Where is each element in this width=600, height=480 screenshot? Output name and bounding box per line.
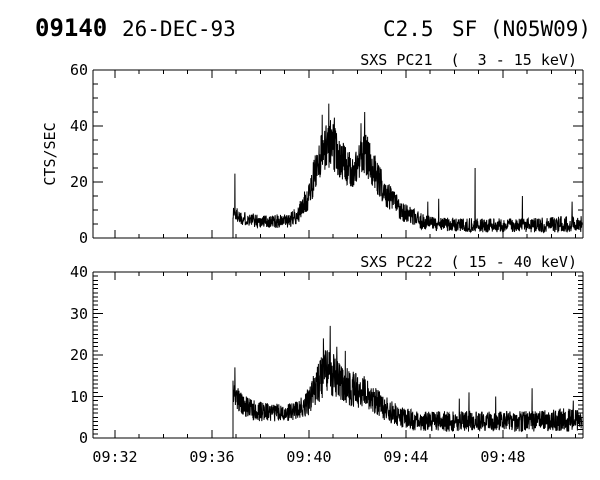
y-tick-label: 0 bbox=[78, 229, 88, 247]
y-tick-label: 20 bbox=[69, 173, 88, 191]
event-number: 09140 bbox=[35, 14, 108, 42]
x-tick-label: 09:36 bbox=[189, 448, 235, 466]
lightcurve-1 bbox=[232, 103, 583, 238]
y-tick-label: 10 bbox=[69, 388, 88, 406]
x-tick-label: 09:40 bbox=[286, 448, 332, 466]
panel2-title: SXS PC22 ( 15 - 40 keV) bbox=[360, 253, 577, 271]
panel1-title: SXS PC21 ( 3 - 15 keV) bbox=[360, 51, 577, 69]
y-tick-label: 20 bbox=[69, 346, 88, 364]
x-tick-label: 09:48 bbox=[480, 448, 526, 466]
lightcurve-2 bbox=[232, 325, 583, 438]
flare-type-location: SF (N05W09) bbox=[452, 17, 592, 41]
y-tick-label: 60 bbox=[69, 61, 88, 79]
y-tick-label: 0 bbox=[78, 429, 88, 447]
x-tick-label: 09:44 bbox=[383, 448, 429, 466]
goes-class: C2.5 bbox=[383, 17, 434, 41]
y-tick-label: 30 bbox=[69, 305, 88, 323]
y-tick-label: 40 bbox=[69, 263, 88, 281]
y-tick-label: 40 bbox=[69, 117, 88, 135]
event-date: 26-DEC-93 bbox=[122, 17, 236, 41]
x-tick-label: 09:32 bbox=[92, 448, 138, 466]
